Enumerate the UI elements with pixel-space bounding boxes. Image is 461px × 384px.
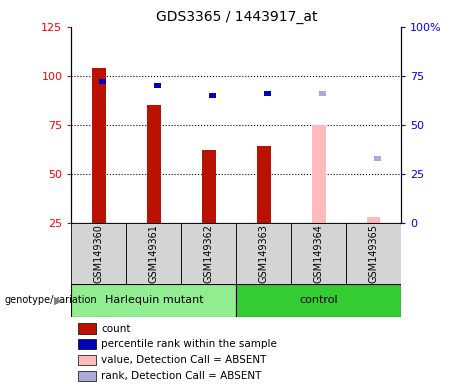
Bar <box>264 91 271 96</box>
Bar <box>78 323 96 334</box>
Bar <box>367 217 380 223</box>
Bar <box>374 156 381 161</box>
Title: GDS3365 / 1443917_at: GDS3365 / 1443917_at <box>155 10 317 25</box>
Text: GSM149360: GSM149360 <box>94 224 104 283</box>
Bar <box>71 223 126 284</box>
Bar <box>71 284 236 317</box>
Text: genotype/variation: genotype/variation <box>5 295 97 306</box>
Bar <box>154 83 161 88</box>
Bar <box>236 223 291 284</box>
Bar <box>202 150 216 223</box>
Text: GSM149361: GSM149361 <box>149 224 159 283</box>
Text: GSM149365: GSM149365 <box>369 224 378 283</box>
Bar <box>147 105 161 223</box>
Text: GSM149362: GSM149362 <box>204 224 214 283</box>
Bar <box>257 146 271 223</box>
Bar <box>291 223 346 284</box>
Text: Harlequin mutant: Harlequin mutant <box>105 295 203 306</box>
Text: GSM149363: GSM149363 <box>259 224 269 283</box>
Bar <box>346 223 401 284</box>
Bar <box>209 93 216 98</box>
Text: GSM149364: GSM149364 <box>313 224 324 283</box>
Text: rank, Detection Call = ABSENT: rank, Detection Call = ABSENT <box>101 371 261 381</box>
Bar <box>236 284 401 317</box>
Bar <box>319 91 326 96</box>
Bar <box>78 371 96 381</box>
Bar <box>78 339 96 349</box>
Bar <box>92 68 106 223</box>
Bar <box>126 223 181 284</box>
Text: control: control <box>299 295 338 306</box>
Bar <box>312 125 325 223</box>
Text: ▶: ▶ <box>54 295 62 306</box>
Bar <box>99 79 106 84</box>
Text: percentile rank within the sample: percentile rank within the sample <box>101 339 277 349</box>
Bar <box>78 355 96 365</box>
Text: count: count <box>101 324 130 334</box>
Bar <box>181 223 236 284</box>
Text: value, Detection Call = ABSENT: value, Detection Call = ABSENT <box>101 355 266 365</box>
